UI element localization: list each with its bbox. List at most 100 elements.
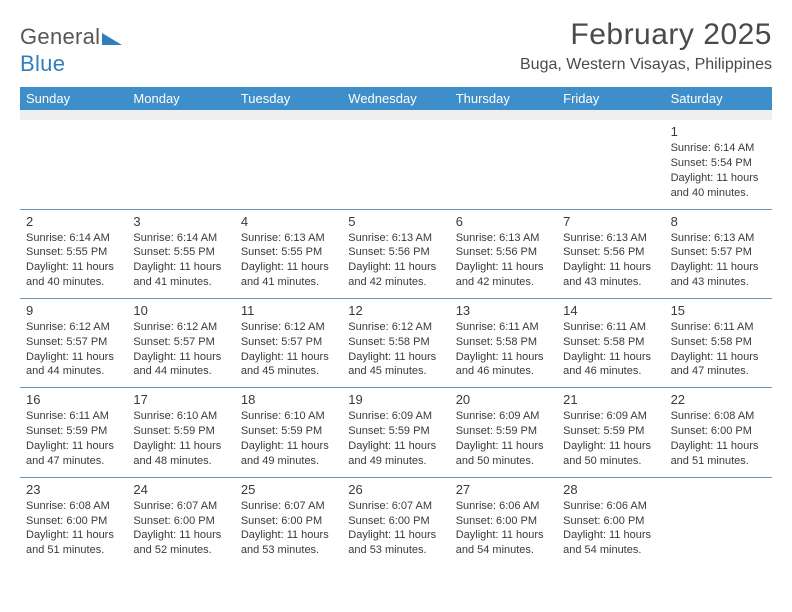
- sunrise-text: Sunrise: 6:13 AM: [348, 231, 443, 246]
- page-header: General Blue February 2025 Buga, Western…: [20, 18, 772, 77]
- day-sun-info: Sunrise: 6:12 AMSunset: 5:57 PMDaylight:…: [133, 320, 228, 379]
- sunrise-text: Sunrise: 6:06 AM: [456, 499, 551, 514]
- day-sun-info: Sunrise: 6:10 AMSunset: 5:59 PMDaylight:…: [133, 409, 228, 468]
- daylight-text: Daylight: 11 hours and 40 minutes.: [671, 171, 766, 201]
- weekday-label: Thursday: [450, 87, 557, 110]
- sunrise-text: Sunrise: 6:09 AM: [348, 409, 443, 424]
- calendar-day-empty: [450, 120, 557, 208]
- sunrise-text: Sunrise: 6:12 AM: [133, 320, 228, 335]
- day-number: 26: [348, 482, 443, 497]
- weekday-label: Sunday: [20, 87, 127, 110]
- sunrise-text: Sunrise: 6:08 AM: [26, 499, 121, 514]
- sunset-text: Sunset: 5:57 PM: [26, 335, 121, 350]
- sunrise-text: Sunrise: 6:14 AM: [26, 231, 121, 246]
- sunset-text: Sunset: 5:55 PM: [241, 245, 336, 260]
- day-sun-info: Sunrise: 6:14 AMSunset: 5:55 PMDaylight:…: [26, 231, 121, 290]
- weekday-header: Sunday Monday Tuesday Wednesday Thursday…: [20, 87, 772, 110]
- calendar-week: 1Sunrise: 6:14 AMSunset: 5:54 PMDaylight…: [20, 120, 772, 208]
- sunrise-text: Sunrise: 6:11 AM: [563, 320, 658, 335]
- day-number: 6: [456, 214, 551, 229]
- calendar-day: 21Sunrise: 6:09 AMSunset: 5:59 PMDayligh…: [557, 388, 664, 476]
- day-number: 27: [456, 482, 551, 497]
- day-number: 25: [241, 482, 336, 497]
- logo-text-gray: General: [20, 24, 100, 49]
- calendar-day: 8Sunrise: 6:13 AMSunset: 5:57 PMDaylight…: [665, 210, 772, 298]
- calendar-day: 14 Sunrise: 6:11 AMSunset: 5:58 PMDayligh…: [557, 299, 664, 387]
- title-block: February 2025 Buga, Western Visayas, Phi…: [520, 18, 772, 74]
- daylight-text: Daylight: 11 hours and 51 minutes.: [671, 439, 766, 469]
- sunset-text: Sunset: 5:58 PM: [456, 335, 551, 350]
- daylight-text: Daylight: 11 hours and 44 minutes.: [133, 350, 228, 380]
- daylight-text: Daylight: 11 hours and 49 minutes.: [348, 439, 443, 469]
- sunset-text: Sunset: 5:59 PM: [456, 424, 551, 439]
- day-number: 21: [563, 392, 658, 407]
- calendar-day: 22Sunrise: 6:08 AMSunset: 6:00 PMDayligh…: [665, 388, 772, 476]
- calendar-day-empty: [665, 478, 772, 566]
- daylight-text: Daylight: 11 hours and 44 minutes.: [26, 350, 121, 380]
- day-number: 12: [348, 303, 443, 318]
- sunrise-text: Sunrise: 6:11 AM: [456, 320, 551, 335]
- sunrise-text: Sunrise: 6:12 AM: [241, 320, 336, 335]
- day-number: 14: [563, 303, 658, 318]
- sunrise-text: Sunrise: 6:13 AM: [241, 231, 336, 246]
- day-number: 24: [133, 482, 228, 497]
- daylight-text: Daylight: 11 hours and 51 minutes.: [26, 528, 121, 558]
- calendar-day-empty: [127, 120, 234, 208]
- calendar-week: 9Sunrise: 6:12 AMSunset: 5:57 PMDaylight…: [20, 298, 772, 387]
- sunrise-text: Sunrise: 6:13 AM: [563, 231, 658, 246]
- day-number: 28: [563, 482, 658, 497]
- logo: General Blue: [20, 18, 122, 77]
- sunrise-text: Sunrise: 6:14 AM: [671, 141, 766, 156]
- daylight-text: Daylight: 11 hours and 53 minutes.: [348, 528, 443, 558]
- sunset-text: Sunset: 5:57 PM: [671, 245, 766, 260]
- sunset-text: Sunset: 6:00 PM: [563, 514, 658, 529]
- sunset-text: Sunset: 5:55 PM: [26, 245, 121, 260]
- day-sun-info: Sunrise: 6:13 AMSunset: 5:55 PMDaylight:…: [241, 231, 336, 290]
- day-sun-info: Sunrise: 6:12 AMSunset: 5:57 PMDaylight:…: [241, 320, 336, 379]
- calendar-week: 16Sunrise: 6:11 AMSunset: 5:59 PMDayligh…: [20, 387, 772, 476]
- weekday-label: Monday: [127, 87, 234, 110]
- daylight-text: Daylight: 11 hours and 46 minutes.: [563, 350, 658, 380]
- sunset-text: Sunset: 5:57 PM: [133, 335, 228, 350]
- day-sun-info: Sunrise: 6:07 AMSunset: 6:00 PMDaylight:…: [133, 499, 228, 558]
- calendar-week: 2Sunrise: 6:14 AMSunset: 5:55 PMDaylight…: [20, 209, 772, 298]
- sunrise-text: Sunrise: 6:12 AM: [348, 320, 443, 335]
- calendar-day: 20Sunrise: 6:09 AMSunset: 5:59 PMDayligh…: [450, 388, 557, 476]
- month-title: February 2025: [520, 18, 772, 52]
- sunset-text: Sunset: 6:00 PM: [671, 424, 766, 439]
- sunrise-text: Sunrise: 6:07 AM: [348, 499, 443, 514]
- day-number: 5: [348, 214, 443, 229]
- sunrise-text: Sunrise: 6:11 AM: [671, 320, 766, 335]
- sunset-text: Sunset: 5:54 PM: [671, 156, 766, 171]
- day-number: 15: [671, 303, 766, 318]
- location-label: Buga, Western Visayas, Philippines: [520, 56, 772, 74]
- day-sun-info: Sunrise: 6:06 AMSunset: 6:00 PMDaylight:…: [563, 499, 658, 558]
- calendar-day: 15Sunrise: 6:11 AMSunset: 5:58 PMDayligh…: [665, 299, 772, 387]
- sunrise-text: Sunrise: 6:09 AM: [563, 409, 658, 424]
- sunrise-text: Sunrise: 6:12 AM: [26, 320, 121, 335]
- day-number: 23: [26, 482, 121, 497]
- sunrise-text: Sunrise: 6:08 AM: [671, 409, 766, 424]
- daylight-text: Daylight: 11 hours and 41 minutes.: [133, 260, 228, 290]
- daylight-text: Daylight: 11 hours and 43 minutes.: [671, 260, 766, 290]
- calendar-day: 23 Sunrise: 6:08 AMSunset: 6:00 PMDayligh…: [20, 478, 127, 566]
- calendar-day: 4 Sunrise: 6:13 AMSunset: 5:55 PMDaylight…: [235, 210, 342, 298]
- day-sun-info: Sunrise: 6:08 AMSunset: 6:00 PMDaylight:…: [671, 409, 766, 468]
- day-number: 4: [241, 214, 336, 229]
- sunrise-text: Sunrise: 6:06 AM: [563, 499, 658, 514]
- daylight-text: Daylight: 11 hours and 47 minutes.: [26, 439, 121, 469]
- calendar-day: 18Sunrise: 6:10 AMSunset: 5:59 PMDayligh…: [235, 388, 342, 476]
- day-sun-info: Sunrise: 6:13 AMSunset: 5:56 PMDaylight:…: [456, 231, 551, 290]
- day-sun-info: Sunrise: 6:10 AMSunset: 5:59 PMDaylight:…: [241, 409, 336, 468]
- day-sun-info: Sunrise: 6:12 AMSunset: 5:57 PMDaylight:…: [26, 320, 121, 379]
- calendar-day: 24 Sunrise: 6:07 AMSunset: 6:00 PMDayligh…: [127, 478, 234, 566]
- day-number: 8: [671, 214, 766, 229]
- sunrise-text: Sunrise: 6:10 AM: [241, 409, 336, 424]
- day-sun-info: Sunrise: 6:08 AMSunset: 6:00 PMDaylight:…: [26, 499, 121, 558]
- sunset-text: Sunset: 5:56 PM: [456, 245, 551, 260]
- daylight-text: Daylight: 11 hours and 50 minutes.: [563, 439, 658, 469]
- sunrise-text: Sunrise: 6:13 AM: [456, 231, 551, 246]
- sunset-text: Sunset: 5:56 PM: [563, 245, 658, 260]
- sunset-text: Sunset: 5:58 PM: [563, 335, 658, 350]
- day-sun-info: Sunrise: 6:11 AMSunset: 5:59 PMDaylight:…: [26, 409, 121, 468]
